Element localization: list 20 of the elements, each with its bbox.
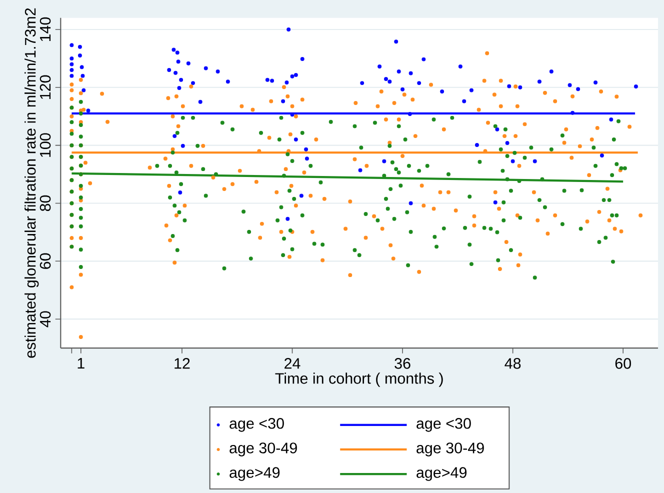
legend-label: age <30 bbox=[230, 418, 284, 432]
legend-label: age>49 bbox=[230, 467, 280, 481]
y-tick-label: 40 bbox=[40, 311, 51, 328]
x-tick-label: 36 bbox=[394, 358, 410, 369]
x-tick-label: 24 bbox=[284, 358, 300, 369]
y-tick-label: 80 bbox=[40, 195, 51, 211]
legend-label: age <30 bbox=[416, 418, 471, 432]
y-tick-label: 120 bbox=[40, 75, 51, 99]
x-tick-label: 12 bbox=[174, 358, 190, 369]
legend-label: age>49 bbox=[416, 467, 467, 481]
legend-label: age 30-49 bbox=[416, 442, 484, 456]
y-axis-title: estimated glomerular filtration rate in ml/min/1.73m2 bbox=[24, 8, 39, 358]
y-tick-label: 60 bbox=[40, 253, 51, 269]
x-tick-label: 60 bbox=[615, 358, 631, 369]
legend-label: age 30-49 bbox=[230, 442, 297, 456]
x-axis-title: Time in cohort ( months ) bbox=[275, 372, 443, 387]
x-tick-label: 48 bbox=[504, 358, 521, 369]
y-tick-label: 140 bbox=[40, 17, 51, 41]
x-tick-label: 1 bbox=[78, 358, 84, 368]
y-tick-label: 100 bbox=[40, 133, 51, 157]
